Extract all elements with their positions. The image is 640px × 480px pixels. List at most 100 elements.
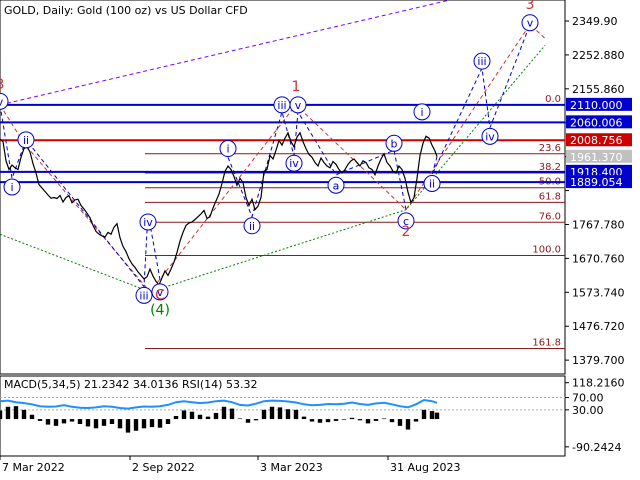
time-tick-label: 3 Mar 2023 [260,461,323,474]
indicator-plot [0,397,565,433]
main-plot-border [0,0,566,375]
price-badge-bg [566,164,632,178]
price-tick-label: 1379.700 [572,354,625,367]
macd-bar [181,410,187,420]
fib-level-label: 100.0 [532,245,561,256]
macd-bar [237,418,243,420]
time-tick-label: 7 Mar 2022 [2,461,65,474]
macd-bar [325,419,331,423]
wave-label: 3 [526,0,535,13]
price-axis: 2349.90 2252.880 2155.860 1767.780 1670.760 1… [565,15,625,367]
price-tick-label: 2252.880 [572,49,625,62]
price-tick-label: 1670.760 [572,252,625,265]
macd-bar [149,419,155,428]
macd-bar [117,419,123,429]
macd-bar [341,419,347,420]
macd-bar [197,414,203,420]
price-badges: 2110.0002060.0062008.7561961.3701918.400… [566,97,632,189]
wave-label-circle [0,92,9,110]
macd-bar [93,419,99,429]
price-tick-label: 1573.740 [572,286,625,299]
wave-label-circle [397,212,415,230]
macd-bar [413,419,419,422]
wave-label-circle [219,140,237,158]
wave-label-circle [413,103,431,121]
indicator-plot-border [0,375,566,457]
macd-bar [261,409,267,420]
fib-level-label: 76.0 [539,211,561,222]
macd-bar [133,419,139,431]
fib-level-label: 0.0 [545,94,561,105]
fib-level-label: 38.2 [539,162,561,173]
wave-path [0,0,451,106]
wave-label: 2 [402,224,411,240]
macd-bar [253,419,259,421]
chart-title: GOLD, Daily: Gold (100 oz) vs US Dollar … [4,4,248,17]
wave-label: iv [485,130,495,143]
macd-bar [397,419,403,426]
fib-level-label: 61.8 [539,191,561,202]
price-tick-label: 2349.90 [572,15,618,28]
macd-bar [157,419,163,428]
wave-label-circle [289,96,307,114]
wave-path [0,45,546,293]
macd-bar [13,406,19,420]
wave-label: c [403,215,409,228]
macd-bar [317,419,323,423]
fib-level-label: 161.8 [532,337,561,348]
macd-bar [389,419,395,423]
time-tick-label: 2 Sep 2022 [132,461,195,474]
wave-label-circle [481,127,499,145]
macd-bar [165,419,171,424]
wave-label: iii [277,99,286,112]
macd-bar [101,419,107,426]
wave-label-circle [423,175,441,193]
macd-bar [357,419,363,421]
price-tick-label: 2155.860 [572,83,625,96]
macd-bar [277,407,283,420]
macd-bar [173,416,179,420]
indicator-tick-label: 30.00 [572,404,604,417]
wave-label: v [295,99,302,112]
wave-label: 3 [0,77,4,93]
macd-bar [285,409,291,420]
wave-label-circle [3,178,21,196]
wave-label: a [333,179,340,192]
macd-bar [37,419,43,421]
macd-bar [373,419,379,421]
wave-label: iii [139,289,148,302]
price-badge-bg [566,97,632,111]
indicator-tick-label: -90.2424 [572,441,621,454]
wave-label: iv [143,216,153,229]
macd-bar [421,409,427,420]
macd-bar [61,419,67,424]
macd-bar [53,419,59,426]
wave-label: ii [23,134,29,147]
wave-label: i [420,106,423,119]
price-tick-label: 1767.780 [572,218,625,231]
price-badge-label: 2110.000 [570,99,623,112]
macd-bar [109,419,115,424]
wave-label-circle [327,176,345,194]
macd-bar [125,419,131,433]
wave-label: iv [289,157,299,170]
price-badge-label: 2060.006 [570,116,623,129]
wave-label: v [0,95,4,108]
macd-bar [365,419,371,424]
macd-bar [21,409,27,420]
price-badge-bg [566,149,632,163]
price-tick-label: 1476.720 [572,320,625,333]
time-tick-label: 31 Aug 2023 [390,461,460,474]
wave-label: i [10,181,13,194]
wave-label: b [391,137,398,150]
macd-bar [29,414,35,420]
price-badge-bg [566,133,632,147]
macd-bar [221,406,227,420]
wave-label: (4) [150,303,170,319]
macd-bar [293,409,299,420]
price-badge-bg [566,175,632,189]
macd-bar [245,419,251,423]
macd-bar [77,419,83,424]
